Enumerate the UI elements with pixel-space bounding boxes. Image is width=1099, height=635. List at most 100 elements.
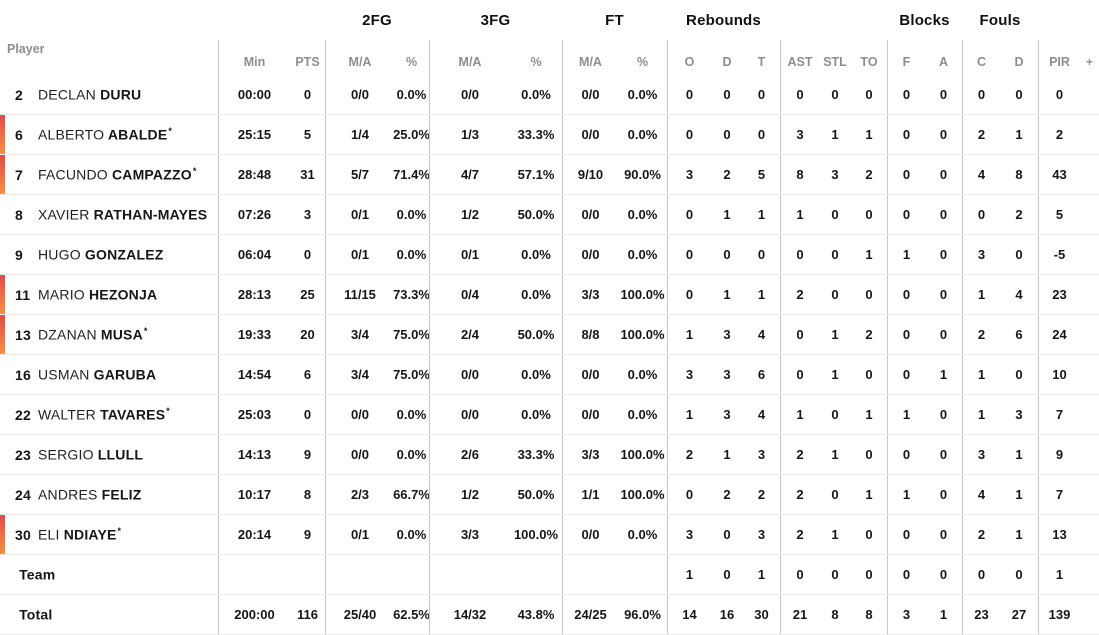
stat-2fg-pct: 0.0% <box>396 207 427 222</box>
stat-pir: 139 <box>1038 595 1080 634</box>
stat-ft-pct: 96.0% <box>624 607 661 622</box>
player-row[interactable]: 6 ALBERTO ABALDE* 25:15 5 1/4 25.0% 1/3 3… <box>0 115 1099 155</box>
stat-3fg-pct: 57.1% <box>517 167 555 182</box>
col-header-blk-f: F <box>887 40 925 75</box>
player-cell: 9 HUGO GONZALEZ <box>0 235 218 274</box>
player-row[interactable]: 24 ANDRES FELIZ 10:17 8 2/3 66.7% 1/2 50.… <box>0 475 1099 515</box>
stat-ft-pct: 100.0% <box>620 447 665 462</box>
stat-foul-d: 8 <box>1015 167 1023 182</box>
stat-ft-pct: 0.0% <box>627 247 658 262</box>
stat-ast: 2 <box>780 275 819 314</box>
stat-foul-d: 4 <box>1015 287 1023 302</box>
stat-reb-d: 0 <box>723 127 731 142</box>
stat-plus <box>1080 595 1099 634</box>
stat-stl: 0 <box>831 567 839 582</box>
stat-foul-c: 0 <box>962 195 1000 234</box>
stat-stl: 0 <box>831 407 839 422</box>
stat-foul-c: 2 <box>962 315 1000 354</box>
stat-ft-ma <box>562 555 618 594</box>
player-row[interactable]: 16 USMAN GARUBA 14:54 6 3/4 75.0% 0/0 0.0… <box>0 355 1099 395</box>
col-header-foul-c: C <box>962 40 1000 75</box>
player-row[interactable]: 2 DECLAN DURU 00:00 0 0/0 0.0% 0/0 0.0% 0… <box>0 75 1099 115</box>
stat-reb-o: 3 <box>667 155 711 194</box>
player-cell: 6 ALBERTO ABALDE* <box>0 115 218 154</box>
stat-min: 200:00 <box>218 595 290 634</box>
stat-reb-o: 3 <box>667 355 711 394</box>
stat-2fg-ma: 0/0 <box>325 395 394 434</box>
stat-blk-f: 0 <box>887 355 925 394</box>
stat-ft-pct: 0.0% <box>627 367 658 382</box>
player-number: 2 <box>15 86 23 103</box>
player-row[interactable]: Total 200:00 116 25/40 62.5% 14/32 43.8%… <box>0 595 1099 635</box>
player-last-name: TAVARES <box>100 406 166 423</box>
stat-pir: 13 <box>1038 515 1080 554</box>
player-number: 24 <box>15 486 31 503</box>
player-row[interactable]: 22 WALTER TAVARES* 25:03 0 0/0 0.0% 0/0 0… <box>0 395 1099 435</box>
stat-foul-d: 0 <box>1015 367 1023 382</box>
stat-blk-a: 0 <box>939 207 948 222</box>
stat-reb-t: 0 <box>757 87 766 102</box>
stat-3fg-pct: 33.3% <box>517 127 555 142</box>
stat-min: 20:14 <box>218 515 290 554</box>
col-header-reb-d: D <box>722 55 732 69</box>
stat-blk-a: 0 <box>939 287 948 302</box>
stat-blk-a: 0 <box>939 567 948 582</box>
stat-to: 0 <box>865 447 873 462</box>
player-last-name: DURU <box>100 86 142 103</box>
stat-foul-d: 0 <box>1015 87 1023 102</box>
stat-2fg-pct: 0.0% <box>396 527 427 542</box>
col-header-foul-d: D <box>1014 55 1024 69</box>
stat-to: 2 <box>865 327 873 342</box>
stat-min: 06:04 <box>218 235 290 274</box>
player-row[interactable]: 9 HUGO GONZALEZ 06:04 0 0/1 0.0% 0/1 0.0%… <box>0 235 1099 275</box>
stat-reb-t: 30 <box>754 607 769 622</box>
stat-3fg-ma: 0/1 <box>429 235 510 274</box>
stat-foul-c: 2 <box>962 515 1000 554</box>
stat-blk-a: 1 <box>939 607 948 622</box>
player-name: 6 ALBERTO ABALDE* <box>15 126 172 143</box>
stat-foul-c: 23 <box>962 595 1000 634</box>
stat-ft-ma: 0/0 <box>562 75 618 114</box>
stat-blk-f: 1 <box>887 395 925 434</box>
player-first-name: FACUNDO <box>38 166 108 183</box>
stat-3fg-ma: 1/2 <box>429 475 510 514</box>
stat-reb-d: 2 <box>723 487 731 502</box>
stat-ast: 8 <box>780 155 819 194</box>
stat-stl: 8 <box>831 607 839 622</box>
stat-2fg-pct: 66.7% <box>393 487 430 502</box>
player-row[interactable]: 13 DZANAN MUSA* 19:33 20 3/4 75.0% 2/4 50… <box>0 315 1099 355</box>
stat-stl: 0 <box>831 207 839 222</box>
stat-2fg-ma: 5/7 <box>325 155 394 194</box>
starter-asterisk: * <box>117 526 122 537</box>
player-row[interactable]: 23 SERGIO LLULL 14:13 9 0/0 0.0% 2/6 33.3… <box>0 435 1099 475</box>
stat-ft-ma: 0/0 <box>562 235 618 274</box>
stat-pts: 8 <box>303 487 312 502</box>
stat-2fg-ma: 25/40 <box>325 595 394 634</box>
stat-3fg-pct: 0.0% <box>521 287 551 302</box>
player-row[interactable]: 11 MARIO HEZONJA 28:13 25 11/15 73.3% 0/4… <box>0 275 1099 315</box>
player-cell: 11 MARIO HEZONJA <box>0 275 218 314</box>
player-row[interactable]: 7 FACUNDO CAMPAZZO* 28:48 31 5/7 71.4% 4/… <box>0 155 1099 195</box>
stat-to: 0 <box>865 207 873 222</box>
stat-plus <box>1080 315 1099 354</box>
stat-blk-f: 0 <box>887 275 925 314</box>
stat-reb-o: 0 <box>667 195 711 234</box>
group-header-fouls: Fouls <box>979 11 1021 29</box>
stat-reb-o: 1 <box>667 555 711 594</box>
stat-pir: 43 <box>1038 155 1080 194</box>
stat-foul-c: 0 <box>962 555 1000 594</box>
stat-3fg-ma: 0/0 <box>429 75 510 114</box>
stat-ft-ma: 0/0 <box>562 395 618 434</box>
player-row[interactable]: Team 1 0 1 0 0 0 0 0 0 0 1 <box>0 555 1099 595</box>
player-row[interactable]: 8 XAVIER RATHAN-MAYES 07:26 3 0/1 0.0% 1/… <box>0 195 1099 235</box>
player-row[interactable]: 30 ELI NDIAYE* 20:14 9 0/1 0.0% 3/3 100.0… <box>0 515 1099 555</box>
stat-blk-a: 0 <box>939 327 948 342</box>
stat-reb-o: 3 <box>667 515 711 554</box>
stat-pts: 6 <box>303 367 312 382</box>
stat-3fg-pct: 100.0% <box>513 527 559 542</box>
stat-plus <box>1080 115 1099 154</box>
stat-pir: 2 <box>1038 115 1080 154</box>
stat-min <box>218 555 290 594</box>
player-last-name: ABALDE <box>107 126 168 143</box>
stat-min: 25:15 <box>218 115 290 154</box>
